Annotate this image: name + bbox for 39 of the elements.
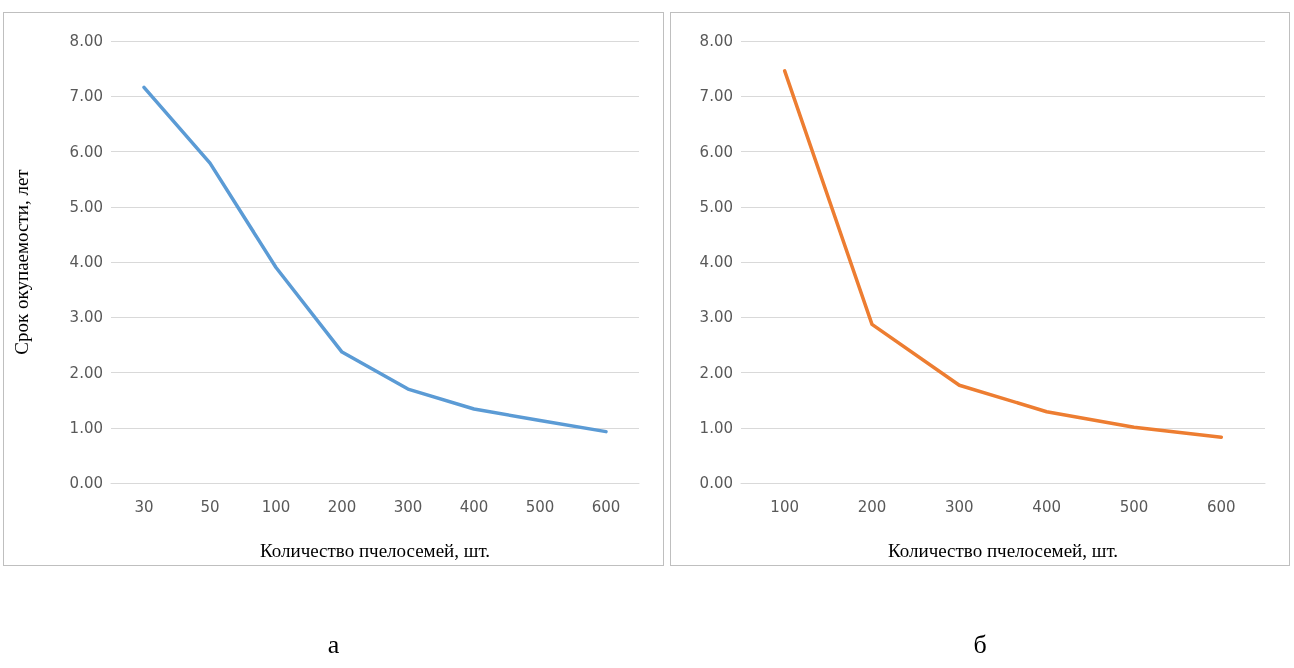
- x-tick-label: 300: [945, 497, 974, 516]
- x-tick-label: 500: [525, 497, 555, 516]
- y-tick-label: 8.00: [699, 32, 733, 50]
- line-series: [782, 69, 1224, 439]
- x-tick-label: 300: [393, 497, 423, 516]
- x-tick-label: 200: [857, 497, 887, 516]
- y-tick-label: 0.00: [69, 474, 103, 492]
- y-tick-label: 6.00: [69, 142, 103, 161]
- y-tick-label: 5.00: [69, 197, 103, 216]
- x-tick-label: 30: [134, 497, 154, 516]
- x-tick-label: 600: [1207, 497, 1236, 516]
- y-tick-label: 4.00: [69, 253, 103, 271]
- y-tick-label: 3.00: [69, 308, 103, 327]
- x-axis-title: Количество пчелосемей, шт.: [259, 540, 491, 561]
- y-tick-label: 6.00: [699, 142, 733, 161]
- x-tick-label: 400: [459, 497, 489, 516]
- x-axis-title: Количество пчелосемей, шт.: [887, 540, 1119, 561]
- y-axis-title: Срок окупаемости, лет: [11, 168, 32, 355]
- y-tick-label: 7.00: [699, 87, 733, 106]
- y-tick-label: 2.00: [699, 363, 733, 382]
- line-series: [142, 85, 608, 434]
- y-tick-label: 5.00: [699, 197, 733, 216]
- y-tick-label: 7.00: [69, 87, 103, 106]
- y-tick-label: 4.00: [699, 253, 733, 271]
- y-tick-label: 3.00: [699, 308, 733, 327]
- y-tick-label: 1.00: [699, 418, 733, 437]
- y-tick-label: 2.00: [69, 363, 103, 382]
- x-tick-label: 200: [327, 497, 357, 516]
- x-tick-label: 500: [1119, 497, 1149, 516]
- x-tick-label: 400: [1032, 497, 1061, 516]
- y-tick-label: 0.00: [699, 474, 733, 492]
- x-tick-label: 100: [770, 497, 799, 516]
- text: б: [972, 630, 988, 660]
- text: а: [326, 630, 341, 660]
- x-tick-label: 50: [200, 497, 220, 516]
- x-tick-label: 100: [261, 497, 291, 516]
- y-tick-label: 8.00: [69, 32, 103, 50]
- x-tick-label: 600: [591, 497, 621, 516]
- y-tick-label: 1.00: [69, 418, 103, 437]
